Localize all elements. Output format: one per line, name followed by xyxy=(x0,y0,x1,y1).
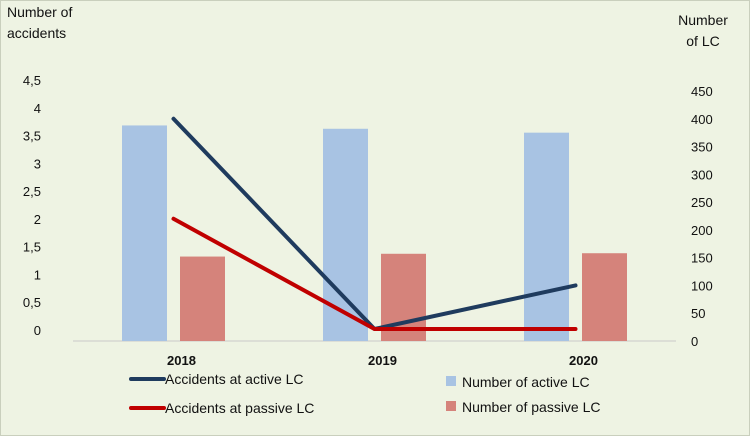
legend-line-label: Accidents at active LC xyxy=(165,371,304,387)
legend-bar-label: Number of passive LC xyxy=(462,399,601,415)
right-tick-label: 400 xyxy=(691,112,713,127)
right-tick-label: 150 xyxy=(691,251,713,266)
legend-line-label: Accidents at passive LC xyxy=(165,400,314,416)
left-tick-label: 2,5 xyxy=(23,184,41,199)
bar xyxy=(180,256,225,341)
bar xyxy=(582,253,627,341)
left-axis-title-line: accidents xyxy=(7,25,66,41)
series-line xyxy=(171,116,578,331)
category-label: 2019 xyxy=(368,353,397,368)
left-tick-label: 1,5 xyxy=(23,240,41,255)
bar xyxy=(524,132,569,341)
legend-bar-swatch xyxy=(446,401,456,411)
right-tick-label: 250 xyxy=(691,195,713,210)
bar xyxy=(323,128,368,341)
left-tick-label: 3 xyxy=(34,156,41,171)
left-tick-label: 2 xyxy=(34,212,41,227)
right-axis-title-line: of LC xyxy=(686,33,719,49)
right-tick-label: 200 xyxy=(691,223,713,238)
left-tick-label: 3,5 xyxy=(23,129,41,144)
right-tick-label: 0 xyxy=(691,334,698,349)
legend-bar-swatch xyxy=(446,376,456,386)
left-axis-title-line: Number of xyxy=(7,4,72,20)
category-label: 2018 xyxy=(167,353,196,368)
left-tick-label: 1 xyxy=(34,267,41,282)
category-label: 2020 xyxy=(569,353,598,368)
bar xyxy=(122,125,167,341)
legend-bar-label: Number of active LC xyxy=(462,374,590,390)
right-tick-label: 300 xyxy=(691,167,713,182)
right-tick-label: 350 xyxy=(691,140,713,155)
left-tick-label: 4,5 xyxy=(23,73,41,88)
left-tick-label: 0 xyxy=(34,323,41,338)
right-tick-label: 100 xyxy=(691,278,713,293)
right-axis-title-line: Number xyxy=(678,12,728,28)
series-line xyxy=(171,216,578,331)
left-tick-label: 4 xyxy=(34,101,41,116)
right-tick-label: 50 xyxy=(691,306,705,321)
right-tick-label: 450 xyxy=(691,84,713,99)
left-tick-label: 0,5 xyxy=(23,295,41,310)
